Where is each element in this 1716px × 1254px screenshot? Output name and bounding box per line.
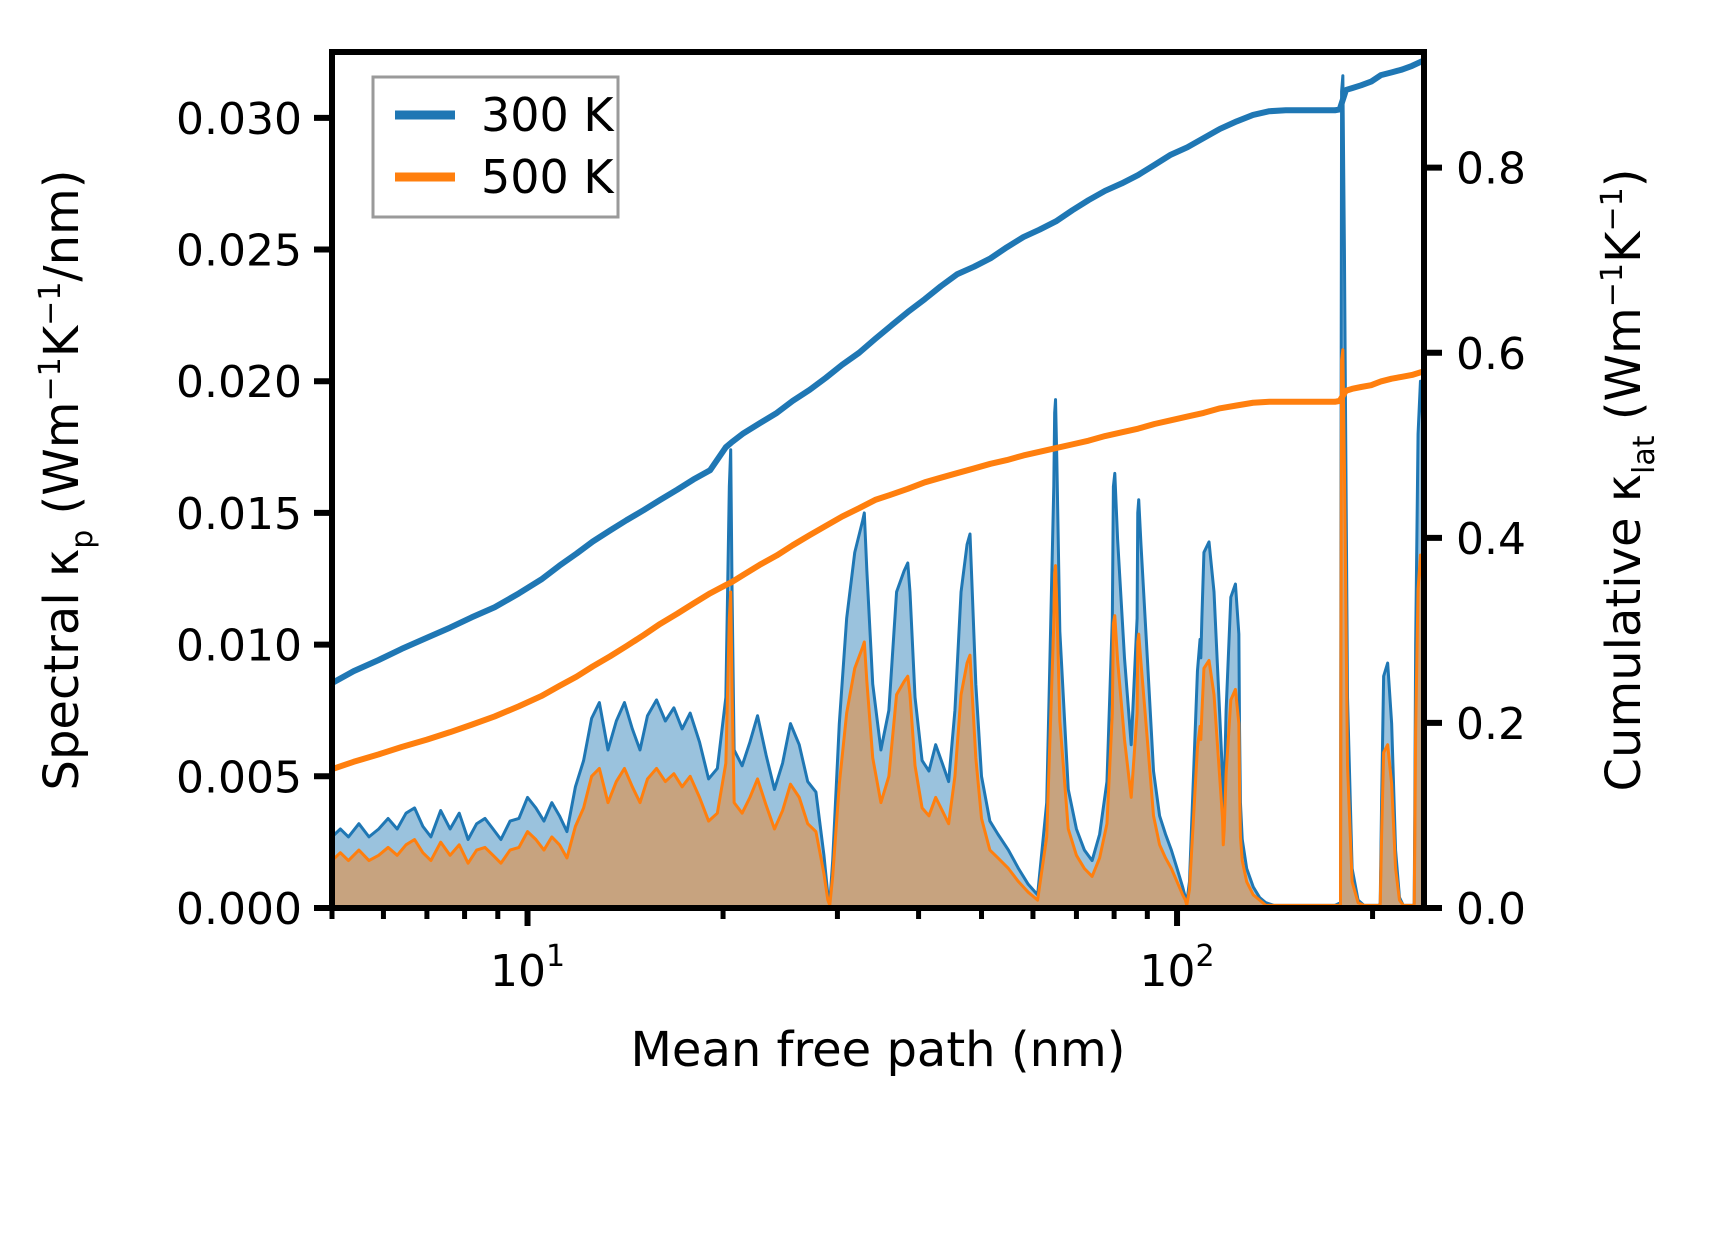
yaxis-left-title: Spectral κp (Wm−1K−1/nm) xyxy=(33,170,100,791)
ytick-label-left: 0.025 xyxy=(176,226,302,277)
xtick-label: 102 xyxy=(1139,939,1214,997)
yaxis-right-title: Cumulative κlat (Wm−1K−1) xyxy=(1595,169,1662,792)
spectral-area-500 xyxy=(332,349,1424,908)
ytick-label-right: 0.6 xyxy=(1456,329,1526,380)
cumulative-line-500 xyxy=(329,368,1427,773)
spectral-area-300 xyxy=(332,75,1424,908)
ytick-label-left: 0.020 xyxy=(176,357,302,408)
ytick-label-right: 0.4 xyxy=(1456,514,1526,565)
ytick-label-left: 0.015 xyxy=(176,489,302,540)
ytick-label-left: 0.000 xyxy=(176,884,302,935)
ytick-label-right: 0.2 xyxy=(1456,699,1526,750)
axes-frame xyxy=(329,49,1427,911)
legend-label-500-k: 500 K xyxy=(481,150,615,204)
legend-box xyxy=(371,75,620,219)
cumulative-line-300 xyxy=(329,57,1427,687)
xtick-label: 101 xyxy=(490,939,565,997)
ytick-label-left: 0.010 xyxy=(176,621,302,672)
xaxis-title: Mean free path (nm) xyxy=(631,1022,1126,1078)
ytick-label-left: 0.005 xyxy=(176,752,302,803)
ytick-label-right: 0.8 xyxy=(1456,144,1526,195)
legend-label-300-k: 300 K xyxy=(481,88,615,142)
ytick-label-right: 0.0 xyxy=(1456,884,1526,935)
ytick-label-left: 0.030 xyxy=(176,94,302,145)
